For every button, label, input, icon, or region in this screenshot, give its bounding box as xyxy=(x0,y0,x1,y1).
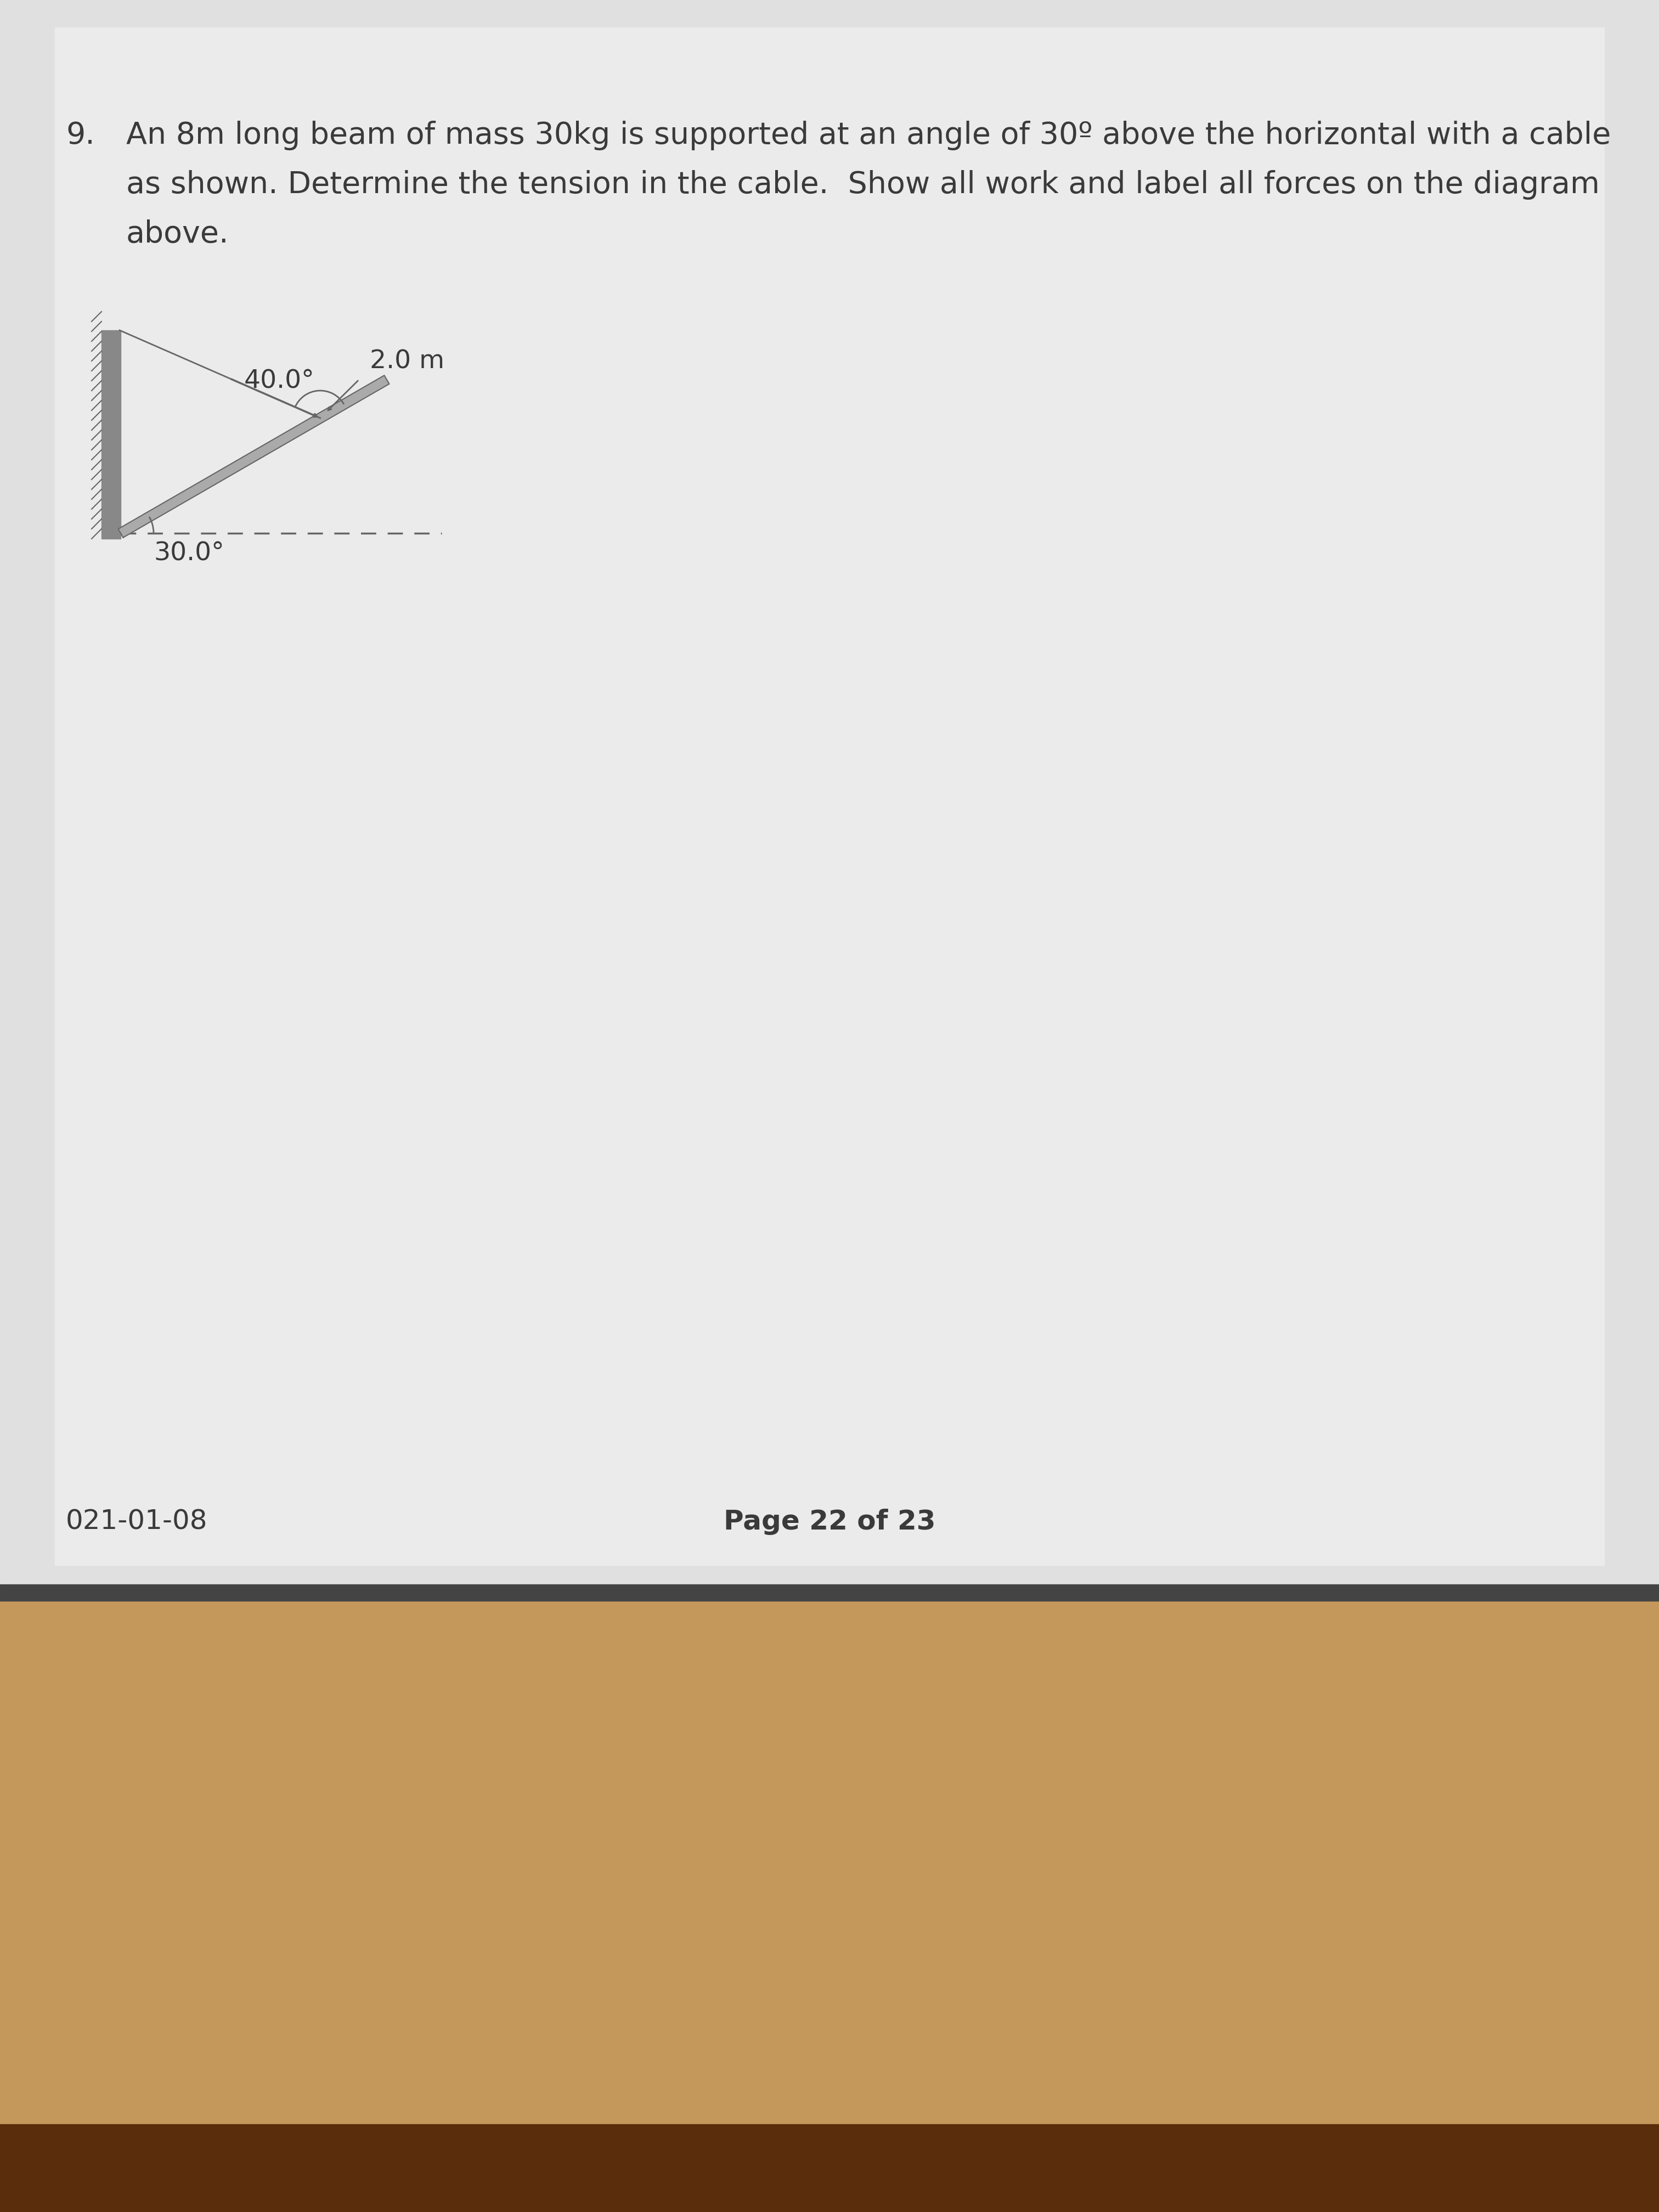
Text: as shown. Determine the tension in the cable.  Show all work and label all force: as shown. Determine the tension in the c… xyxy=(126,170,1599,199)
Bar xyxy=(101,330,121,540)
Text: Page 22 of 23: Page 22 of 23 xyxy=(723,1509,936,1535)
Text: above.: above. xyxy=(126,219,229,250)
Bar xyxy=(0,1584,1659,1601)
Text: An 8m long beam of mass 30kg is supported at an angle of 30º above the horizonta: An 8m long beam of mass 30kg is supporte… xyxy=(126,122,1611,150)
Bar xyxy=(0,1593,1659,2212)
Text: 021-01-08: 021-01-08 xyxy=(66,1509,207,1535)
Text: 9.: 9. xyxy=(66,122,95,150)
Bar xyxy=(0,0,1659,1593)
Text: 2.0 m: 2.0 m xyxy=(370,349,445,374)
Bar xyxy=(0,2124,1659,2212)
Polygon shape xyxy=(118,376,390,538)
Text: 30.0°: 30.0° xyxy=(154,542,224,566)
Text: 40.0°: 40.0° xyxy=(244,369,315,394)
Bar xyxy=(55,27,1604,1566)
